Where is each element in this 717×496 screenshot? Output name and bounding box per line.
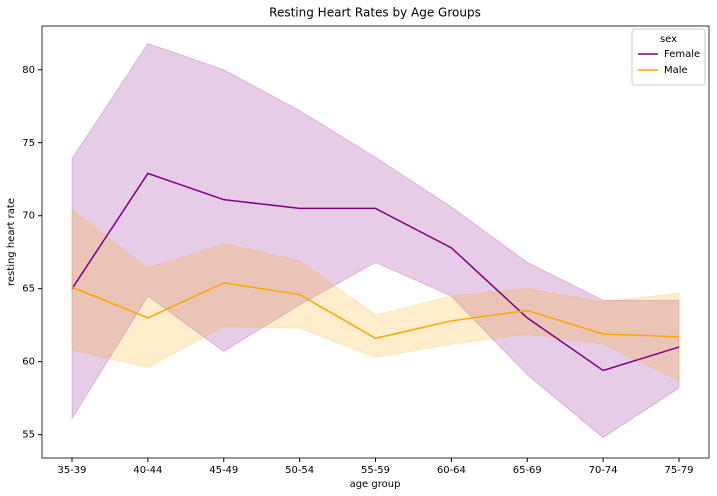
x-tick-label: 40-44 [133, 465, 162, 476]
confidence-band [71, 208, 680, 382]
y-tick-label: 75 [22, 138, 35, 149]
confidence-band [71, 42, 680, 439]
x-tick-label: 35-39 [57, 465, 86, 476]
legend-label: Female [664, 49, 700, 60]
legend-box [631, 28, 706, 86]
x-axis-label: age group [350, 479, 401, 490]
y-tick-label: 80 [22, 65, 35, 76]
x-tick-label: 55-59 [361, 465, 390, 476]
line [71, 172, 680, 372]
x-tick-label: 50-54 [285, 465, 314, 476]
y-tick-label: 60 [22, 357, 35, 368]
y-axis-label: resting heart rate [6, 198, 17, 286]
line [71, 282, 680, 340]
legend-label: Male [664, 65, 688, 76]
x-tick-label: 75-79 [664, 465, 693, 476]
y-tick-label: 55 [22, 430, 35, 441]
legend-title: sex [660, 34, 677, 45]
plot-frame [41, 25, 710, 459]
x-tick-label: 45-49 [209, 465, 238, 476]
x-tick-label: 70-74 [589, 465, 618, 476]
chart-title: Resting Heart Rates by Age Groups [269, 6, 481, 20]
x-tick-label: 60-64 [437, 465, 466, 476]
y-tick-label: 65 [22, 284, 35, 295]
x-tick-label: 65-69 [513, 465, 542, 476]
y-tick-label: 70 [22, 211, 35, 222]
